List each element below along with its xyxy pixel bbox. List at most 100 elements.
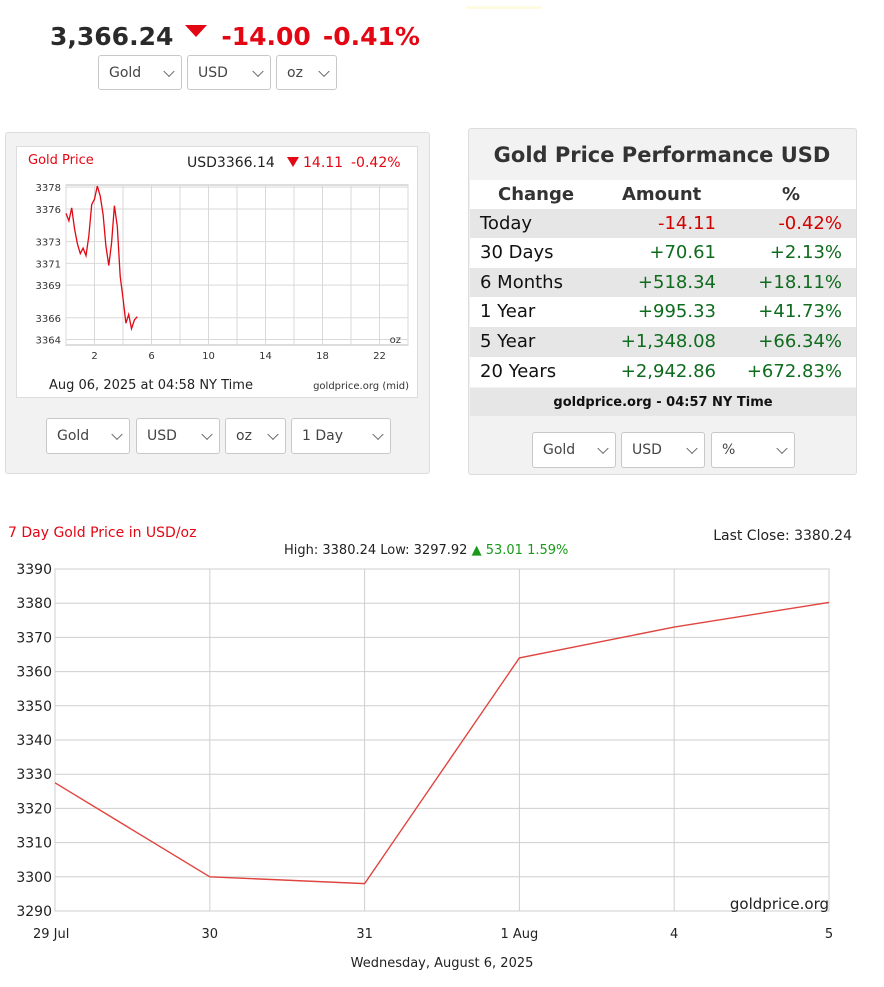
header-change: Change [498, 184, 575, 205]
week-up-pct: 1.59% [527, 543, 569, 558]
perf-mode-select-value: % [722, 442, 736, 458]
mini-chart-svg: Gold Price USD3366.14 14.11 -0.42% 3364 3… [28, 153, 409, 393]
mini-price-line [65, 185, 138, 332]
top-metal-select-value: Gold [109, 64, 142, 81]
week-chart-title: 7 Day Gold Price in USD/oz [8, 525, 197, 541]
mini-unit-select-value: oz [236, 428, 252, 444]
week-price-line [54, 601, 830, 885]
chevron-down-icon [252, 65, 264, 77]
chevron-down-icon [776, 442, 788, 455]
week-y-tick-label: 3380 [16, 596, 52, 612]
mini-timestamp: Aug 06, 2025 at 04:58 NY Time [49, 378, 253, 393]
chevron-down-icon [163, 65, 175, 77]
header-amount: Amount [622, 184, 702, 205]
performance-header-row: Change Amount % [470, 180, 856, 210]
mini-y-tick-label: 3366 [36, 314, 61, 325]
mini-chart: Gold Price USD3366.14 14.11 -0.42% 3364 3… [16, 146, 418, 398]
mini-y-tick-label: 3371 [36, 259, 61, 270]
mini-metal-select[interactable]: Gold [46, 418, 130, 454]
row-amount: +2,942.86 [620, 361, 716, 382]
mini-x-tick-label: 22 [373, 351, 386, 362]
mini-y-tick-label: 3373 [36, 238, 61, 249]
row-percent: +41.73% [758, 301, 842, 322]
mini-y-tick-label: 3369 [36, 281, 61, 292]
row-label: 20 Years [480, 361, 557, 382]
top-currency-select[interactable]: USD [187, 55, 271, 90]
top-unit-select[interactable]: oz [276, 55, 337, 90]
chevron-down-icon [201, 428, 213, 441]
row-percent: +672.83% [746, 361, 842, 382]
row-label: 1 Year [480, 301, 536, 322]
week-y-tick-label: 3370 [16, 630, 52, 646]
row-amount: +518.34 [637, 272, 716, 293]
high-low-summary: High: 3380.24 Low: 3297.92 ▲ 53.01 1.59% [284, 543, 568, 558]
week-y-tick-label: 3320 [16, 801, 52, 817]
performance-row-1-year: 1 Year +995.33 +41.73% [470, 297, 856, 327]
mini-quote-change: 14.11 [303, 155, 343, 171]
mini-x-tick-label: 6 [148, 351, 154, 362]
mini-source: goldprice.org (mid) [313, 381, 409, 392]
row-percent: +18.11% [758, 272, 842, 293]
week-y-tick-label: 3290 [16, 904, 52, 920]
mini-range-select[interactable]: 1 Day [291, 418, 391, 454]
week-y-tick-label: 3340 [16, 733, 52, 749]
week-chart: 3290 3300 3310 3320 3330 3340 3350 3360 3370 3380… [16, 562, 833, 942]
mini-x-tick-label: 18 [316, 351, 329, 362]
row-amount: +70.61 [649, 242, 716, 263]
chevron-down-icon [597, 442, 609, 455]
chevron-down-icon [686, 442, 698, 455]
performance-row-5-year: 5 Year +1,348.08 +66.34% [470, 327, 856, 357]
chevron-down-icon [267, 428, 279, 441]
performance-row-6-months: 6 Months +518.34 +18.11% [470, 268, 856, 298]
chevron-down-icon [111, 428, 123, 441]
perf-currency-select-value: USD [632, 442, 662, 458]
week-y-tick-label: 3350 [16, 699, 52, 715]
down-arrow-icon [185, 25, 208, 37]
week-y-tick-label: 3330 [16, 767, 52, 783]
performance-row-30-days: 30 Days +70.61 +2.13% [470, 238, 856, 268]
week-y-tick-label: 3310 [16, 836, 52, 852]
week-x-tick-label: 5 [825, 927, 833, 942]
week-y-tick-label: 3360 [16, 665, 52, 681]
row-percent: +2.13% [769, 242, 842, 263]
perf-mode-select[interactable]: % [711, 432, 795, 468]
row-amount: -14.11 [657, 213, 716, 234]
week-y-tick-label: 3390 [16, 562, 52, 578]
chart-watermark: goldprice.org [730, 895, 829, 913]
top-metal-select[interactable]: Gold [98, 55, 182, 90]
top-unit-select-value: oz [287, 64, 303, 81]
price-change: -14.00 [221, 21, 311, 51]
top-accent-strip [466, 6, 542, 9]
mini-range-select-value: 1 Day [302, 428, 344, 444]
perf-currency-select[interactable]: USD [621, 432, 705, 468]
high-low-text: High: 3380.24 Low: 3297.92 [284, 543, 468, 558]
performance-row-20-years: 20 Years +2,942.86 +672.83% [470, 357, 856, 387]
mini-x-tick-label: 10 [202, 351, 215, 362]
week-chart-date: Wednesday, August 6, 2025 [350, 956, 534, 971]
mini-quote-pct: -0.42% [351, 155, 401, 171]
week-up-change: 53.01 [485, 543, 523, 558]
mini-y-tick-label: 3376 [36, 205, 61, 216]
row-label: Today [480, 213, 533, 234]
price-change-percent: -0.41% [322, 21, 420, 51]
mini-currency-select[interactable]: USD [136, 418, 220, 454]
week-x-tick-label: 4 [670, 927, 678, 942]
week-x-tick-label: 31 [356, 927, 373, 942]
mini-unit-select[interactable]: oz [225, 418, 286, 454]
perf-metal-select[interactable]: Gold [532, 432, 616, 468]
top-currency-select-value: USD [198, 64, 228, 81]
row-percent: +66.34% [758, 331, 842, 352]
performance-row-today: Today -14.11 -0.42% [470, 209, 856, 239]
mini-currency-select-value: USD [147, 428, 177, 444]
mini-chart-title: Gold Price [28, 153, 94, 168]
row-label: 6 Months [480, 272, 563, 293]
mini-unit-label: oz [390, 335, 401, 346]
row-label: 30 Days [480, 242, 554, 263]
mini-y-tick-label: 3364 [36, 336, 61, 347]
performance-title: Gold Price Performance USD [493, 143, 831, 167]
mini-metal-select-value: Gold [57, 428, 90, 444]
headline-price: 3,366.24 -14.00 -0.41% [50, 18, 432, 54]
performance-footer: goldprice.org - 04:57 NY Time [470, 388, 856, 416]
perf-metal-select-value: Gold [543, 442, 576, 458]
header-percent: % [781, 184, 800, 205]
